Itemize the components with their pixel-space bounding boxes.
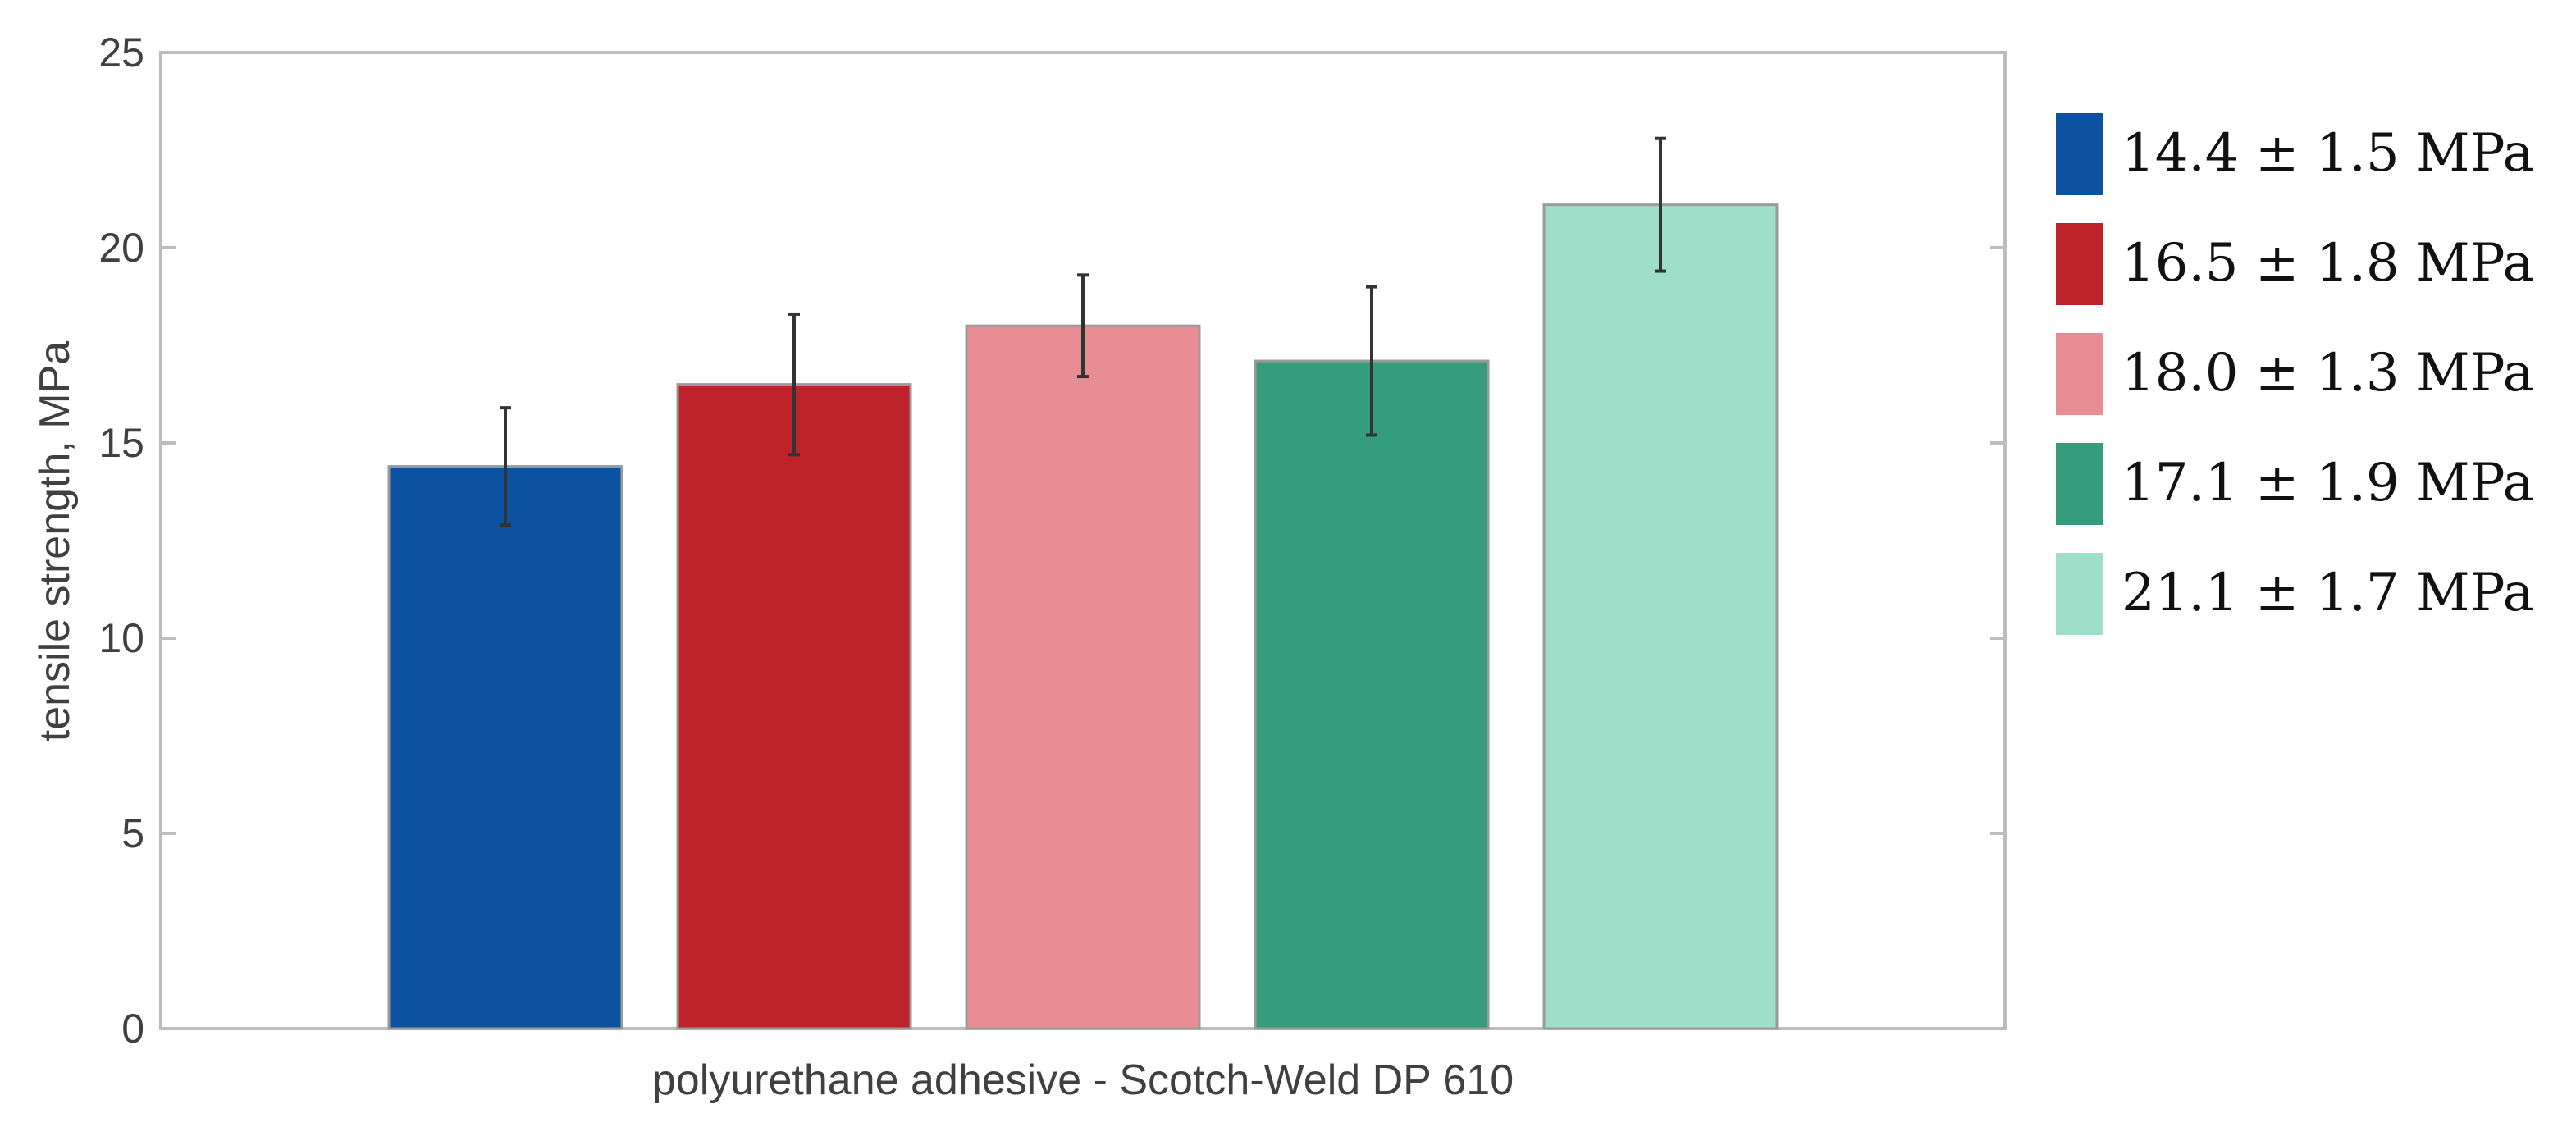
legend-label: 18.0 ± 1.3 MPa [2122,343,2534,404]
x-axis-label: polyurethane adhesive - Scotch-Weld DP 6… [652,1056,1514,1104]
legend-label: 21.1 ± 1.7 MPa [2122,563,2534,623]
bar [1542,203,1779,1030]
bar [387,465,623,1030]
legend: 14.4 ± 1.5 MPa 16.5 ± 1.8 MPa 18.0 ± 1.3 M… [2056,113,2534,635]
bar [965,324,1201,1030]
legend-label: 16.5 ± 1.8 MPa [2122,233,2534,294]
y-tick-label: 0 [121,1006,144,1052]
legend-label: 14.4 ± 1.5 MPa [2122,123,2534,184]
y-axis: 0 5 10 15 20 25 [98,30,2005,1052]
y-axis-label: tensile strength, MPa [31,341,79,742]
legend-swatch [2056,113,2103,195]
legend-label: 17.1 ± 1.9 MPa [2122,453,2534,513]
legend-swatch [2056,553,2103,635]
y-tick-label: 15 [98,420,144,466]
bars [387,136,1779,1030]
y-tick-label: 25 [98,30,144,75]
bar [676,383,912,1030]
legend-swatch [2056,333,2103,415]
y-tick-label: 20 [98,225,144,271]
y-tick-label: 10 [98,615,144,661]
y-tick-label: 5 [121,810,144,856]
legend-swatch [2056,443,2103,525]
legend-swatch [2056,223,2103,305]
bar [1254,359,1490,1030]
